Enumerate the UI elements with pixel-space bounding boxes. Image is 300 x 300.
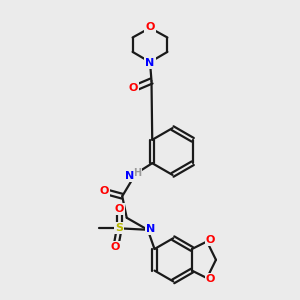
Text: N: N: [124, 171, 134, 181]
Text: O: O: [206, 235, 215, 245]
Text: O: O: [110, 242, 120, 252]
Text: S: S: [115, 223, 123, 233]
Text: O: O: [99, 186, 109, 196]
Text: O: O: [145, 22, 155, 32]
Text: O: O: [206, 274, 215, 284]
Text: N: N: [146, 58, 154, 68]
Text: N: N: [146, 224, 155, 234]
Text: O: O: [115, 204, 124, 214]
Text: H: H: [133, 167, 141, 178]
Text: O: O: [129, 82, 138, 93]
